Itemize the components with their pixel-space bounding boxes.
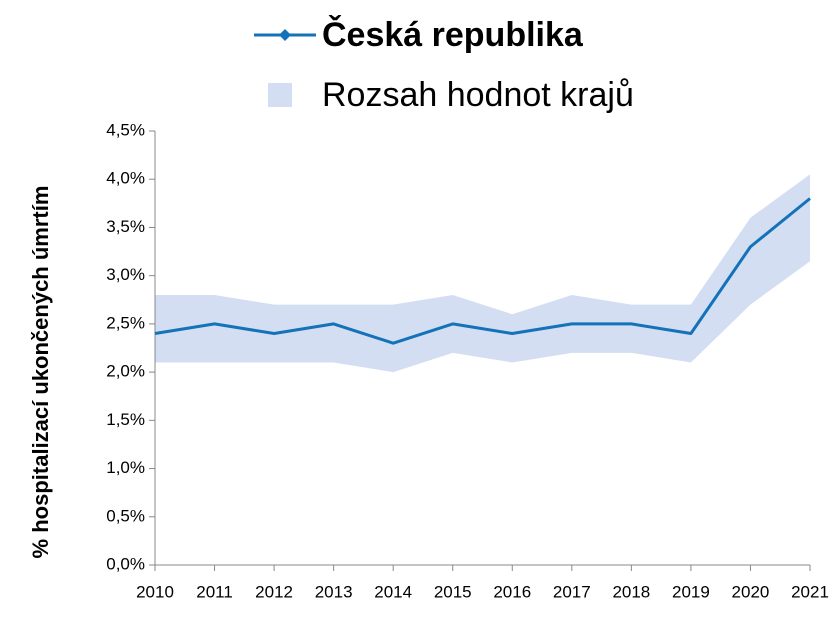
band-layer xyxy=(155,174,810,373)
x-tick-label: 2015 xyxy=(434,582,472,601)
x-tick-label: 2016 xyxy=(493,582,531,601)
series-line xyxy=(154,197,811,345)
y-tick-label: 2,5% xyxy=(106,313,145,332)
y-tick-label: 1,0% xyxy=(106,458,145,477)
axis-layer: 0,0% 0,5% 1,0% 1,5% 2,0% 2,5% 3,0% 3,5% 4,0% 4,5%… xyxy=(106,120,829,601)
legend-swatch xyxy=(268,83,292,107)
y-tick-label: 0,0% xyxy=(106,554,145,573)
y-axis-title: % hospitalizací ukončených úmrtím xyxy=(28,186,53,559)
y-tick-label: 0,5% xyxy=(106,506,145,525)
x-tick-label: 2020 xyxy=(732,582,770,601)
y-tick-label: 4,5% xyxy=(106,120,145,139)
x-tick-label: 2017 xyxy=(553,582,591,601)
y-tick-label: 3,0% xyxy=(106,265,145,284)
y-tick-label: 4,0% xyxy=(106,169,145,188)
x-tick-label: 2012 xyxy=(255,582,293,601)
range-band xyxy=(155,174,810,373)
x-tick-label: 2018 xyxy=(612,582,650,601)
y-tick-label: 3,5% xyxy=(106,217,145,236)
x-tick-label: 2019 xyxy=(672,582,710,601)
y-tick-label: 1,5% xyxy=(106,410,145,429)
x-tick-label: 2021 xyxy=(791,582,829,601)
legend: Česká republika Rozsah hodnot krajů xyxy=(254,15,634,114)
y-tick-label: 2,0% xyxy=(106,362,145,381)
line-layer xyxy=(154,197,811,345)
legend-label: Česká republika xyxy=(322,15,584,54)
x-tick-label: 2013 xyxy=(315,582,353,601)
legend-marker xyxy=(279,29,291,41)
x-tick-label: 2014 xyxy=(374,582,412,601)
x-tick-label: 2010 xyxy=(136,582,174,601)
x-tick-label: 2011 xyxy=(196,582,233,601)
legend-label: Rozsah hodnot krajů xyxy=(322,76,634,114)
